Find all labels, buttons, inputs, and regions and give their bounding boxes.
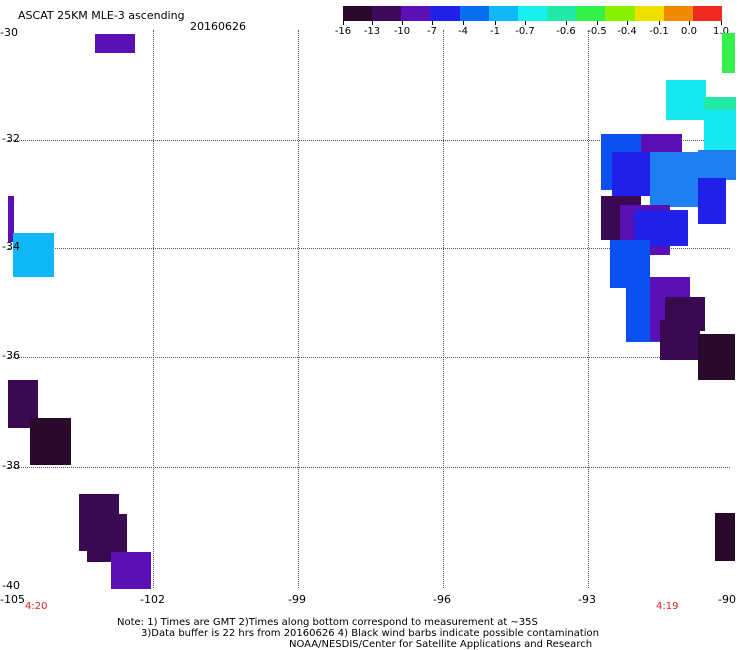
colorbar-segment (605, 6, 636, 21)
colorbar-tick (372, 21, 373, 25)
lon-label: -90 (718, 593, 736, 606)
time-label: 4:19 (656, 601, 679, 612)
lat-label: -36 (2, 349, 20, 362)
gridline-lat-34 (8, 248, 730, 249)
wind-cell (610, 240, 650, 288)
colorbar-tick (343, 21, 344, 25)
gridline-lon-102 (153, 30, 154, 588)
lon-label: -105 (0, 593, 25, 606)
colorbar-segment (576, 6, 606, 21)
footer-note-3: NOAA/NESDIS/Center for Satellite Applica… (289, 639, 593, 650)
gridline-lon-93 (588, 30, 589, 588)
colorbar-segment (547, 6, 577, 21)
colorbar-tick (566, 21, 567, 25)
wind-cell (715, 513, 735, 561)
colorbar-segment (430, 6, 461, 21)
colorbar-label: -4 (458, 26, 468, 37)
colorbar-tick (402, 21, 403, 25)
colorbar-tick (721, 21, 722, 25)
wind-cell (8, 196, 14, 242)
wind-cell (30, 418, 71, 465)
colorbar-segment (692, 6, 723, 21)
wind-cell (704, 110, 736, 150)
colorbar-segment (517, 6, 548, 21)
lat-label: -38 (2, 459, 20, 472)
wind-cell (666, 80, 706, 120)
colorbar-tick (463, 21, 464, 25)
lat-label: -40 (2, 579, 20, 592)
gridline-lon-99 (298, 30, 299, 588)
colorbar-label: -0.4 (617, 26, 637, 37)
wind-cell (95, 34, 135, 53)
gridline-lat-36 (8, 357, 730, 358)
gridline-lat-32 (8, 140, 730, 141)
lon-label: -93 (578, 593, 596, 606)
colorbar-label: -13 (363, 26, 381, 37)
lon-label: -99 (288, 593, 306, 606)
wind-cell (650, 152, 700, 207)
footer-note-1: Note: 1) Times are GMT 2)Times along bot… (117, 617, 538, 628)
gridline-lat-38 (8, 467, 730, 468)
colorbar-label: -0.1 (649, 26, 669, 37)
colorbar-label: -0.6 (556, 26, 576, 37)
wind-cell (722, 33, 735, 73)
lat-label: -34 (2, 240, 20, 253)
colorbar-tick (495, 21, 496, 25)
colorbar-tick (689, 21, 690, 25)
time-label: 4:20 (25, 601, 48, 612)
colorbar-label: -16 (334, 26, 352, 37)
colorbar-segment (488, 6, 519, 21)
colorbar-tick (525, 21, 526, 25)
lon-label: -102 (140, 593, 165, 606)
wind-cell (698, 334, 735, 380)
colorbar-tick (659, 21, 660, 25)
gridline-lon-96 (443, 30, 444, 588)
wind-cell (111, 552, 151, 589)
wind-cell (640, 134, 682, 156)
colorbar-segment (634, 6, 665, 21)
colorbar-label: -10 (393, 26, 411, 37)
colorbar-label: -1 (490, 26, 500, 37)
colorbar-label: -0.7 (515, 26, 535, 37)
footer-note-2: 3)Data buffer is 22 hrs from 20160626 4)… (141, 628, 599, 639)
colorbar-tick (597, 21, 598, 25)
lon-label: -96 (433, 593, 451, 606)
lat-label: -32 (2, 132, 20, 145)
wind-cell (660, 320, 700, 360)
wind-cell (13, 233, 54, 277)
wind-cell (698, 150, 736, 180)
map-date: 20160626 (190, 20, 246, 33)
colorbar-label: -0.5 (587, 26, 607, 37)
colorbar-tick (432, 21, 433, 25)
colorbar-segment (663, 6, 694, 21)
lat-label: -30 (0, 26, 18, 39)
wind-cell (698, 178, 726, 224)
colorbar-label: -7 (427, 26, 437, 37)
colorbar-label: 1.0 (713, 26, 729, 37)
colorbar-segment (459, 6, 490, 21)
map-title: ASCAT 25KM MLE-3 ascending (18, 9, 185, 22)
colorbar-segment (372, 6, 402, 21)
colorbar-segment (401, 6, 431, 21)
colorbar-tick (627, 21, 628, 25)
colorbar-segment (343, 6, 373, 21)
colorbar-label: 0.0 (681, 26, 697, 37)
